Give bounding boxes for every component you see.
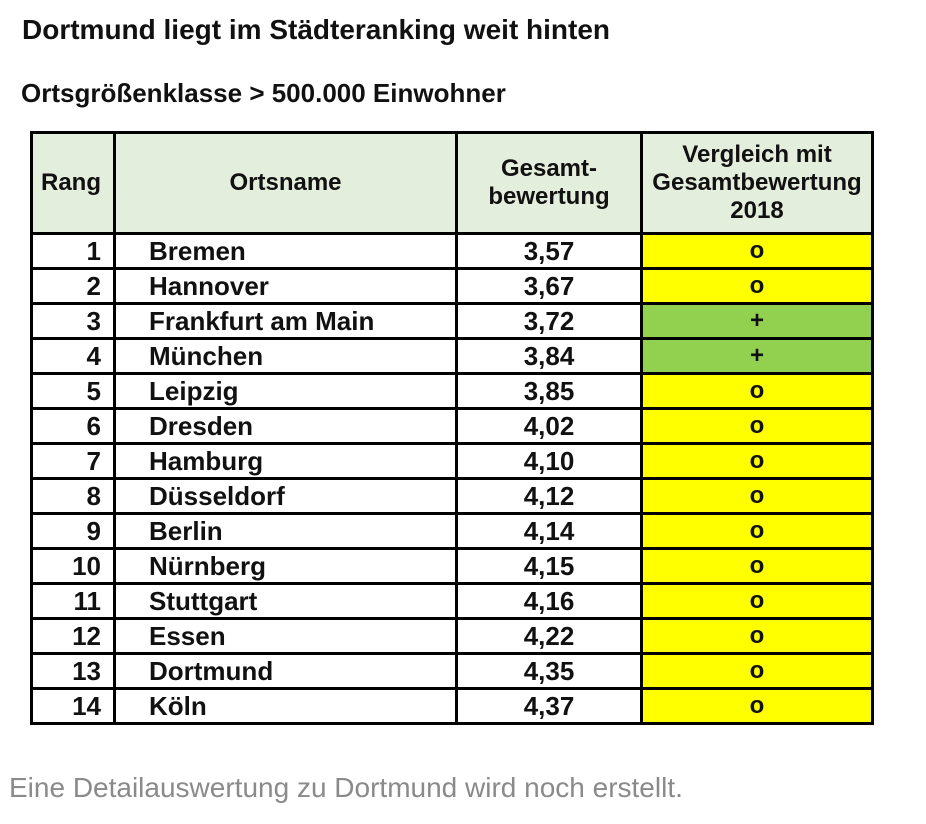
table-row: 4 München 3,84 + [30,337,874,375]
rank-cell: 12 [30,617,116,655]
comparison-cell: + [640,337,874,375]
header-row: Rang Ortsname Gesamt- bewertung Vergleic… [30,131,874,235]
comparison-cell: o [640,687,874,725]
table-row: 11 Stuttgart 4,16 o [30,582,874,620]
page-subtitle: Ortsgrößenklasse > 500.000 Einwohner [21,78,506,108]
table-body: 1 Bremen 3,57 o 2 Hannover 3,67 o 3 Frankfurt am … [30,232,874,725]
page-title: Dortmund liegt im Städteranking weit hin… [22,14,611,45]
city-cell: Köln [113,687,458,725]
comparison-cell: + [640,302,874,340]
rank-cell: 9 [30,512,116,550]
comparison-cell: o [640,232,874,270]
table-row: 2 Hannover 3,67 o [30,267,874,305]
table-row: 8 Düsseldorf 4,12 o [30,477,874,515]
rank-cell: 4 [30,337,116,375]
rating-cell: 4,10 [455,442,643,480]
rank-cell: 6 [30,407,116,445]
rating-cell: 4,14 [455,512,643,550]
footer-note: Eine Detailauswertung zu Dortmund wird n… [9,772,683,803]
rank-cell: 2 [30,267,116,305]
table-row: 7 Hamburg 4,10 o [30,442,874,480]
comparison-cell: o [640,617,874,655]
comparison-cell: o [640,442,874,480]
rating-cell: 4,37 [455,687,643,725]
city-cell: Leipzig [113,372,458,410]
table-row: 9 Berlin 4,14 o [30,512,874,550]
table-row: 3 Frankfurt am Main 3,72 + [30,302,874,340]
rank-cell: 14 [30,687,116,725]
comparison-cell: o [640,652,874,690]
rating-cell: 3,72 [455,302,643,340]
column-header-ortsname: Ortsname [113,131,458,235]
city-cell: Frankfurt am Main [113,302,458,340]
rank-cell: 11 [30,582,116,620]
rating-cell: 4,16 [455,582,643,620]
table-row: 1 Bremen 3,57 o [30,232,874,270]
comparison-cell: o [640,547,874,585]
rank-cell: 3 [30,302,116,340]
city-cell: Dortmund [113,652,458,690]
city-cell: Hannover [113,267,458,305]
rank-cell: 10 [30,547,116,585]
rank-cell: 7 [30,442,116,480]
table-row: 14 Köln 4,37 o [30,687,874,725]
column-header-gesamtbewertung: Gesamt- bewertung [455,131,643,235]
city-cell: Bremen [113,232,458,270]
city-cell: Essen [113,617,458,655]
table-row: 13 Dortmund 4,35 o [30,652,874,690]
rating-cell: 4,02 [455,407,643,445]
rank-cell: 1 [30,232,116,270]
rating-cell: 4,35 [455,652,643,690]
table-row: 6 Dresden 4,02 o [30,407,874,445]
rank-cell: 13 [30,652,116,690]
comparison-cell: o [640,477,874,515]
rank-cell: 5 [30,372,116,410]
table-row: 12 Essen 4,22 o [30,617,874,655]
comparison-cell: o [640,582,874,620]
comparison-cell: o [640,407,874,445]
rating-cell: 3,57 [455,232,643,270]
rating-cell: 3,84 [455,337,643,375]
table-header: Rang Ortsname Gesamt- bewertung Vergleic… [30,131,874,235]
column-header-vergleich-2018: Vergleich mit Gesamtbewertung 2018 [640,131,874,235]
table-row: 5 Leipzig 3,85 o [30,372,874,410]
comparison-cell: o [640,512,874,550]
rating-cell: 3,85 [455,372,643,410]
city-cell: Stuttgart [113,582,458,620]
city-ranking-table: Rang Ortsname Gesamt- bewertung Vergleic… [30,131,874,725]
rating-cell: 4,22 [455,617,643,655]
rank-cell: 8 [30,477,116,515]
city-cell: Nürnberg [113,547,458,585]
rating-cell: 4,15 [455,547,643,585]
column-header-rang: Rang [30,131,116,235]
city-cell: Düsseldorf [113,477,458,515]
table-row: 10 Nürnberg 4,15 o [30,547,874,585]
city-cell: München [113,337,458,375]
city-cell: Berlin [113,512,458,550]
rating-cell: 3,67 [455,267,643,305]
rating-cell: 4,12 [455,477,643,515]
city-cell: Hamburg [113,442,458,480]
city-cell: Dresden [113,407,458,445]
comparison-cell: o [640,372,874,410]
comparison-cell: o [640,267,874,305]
